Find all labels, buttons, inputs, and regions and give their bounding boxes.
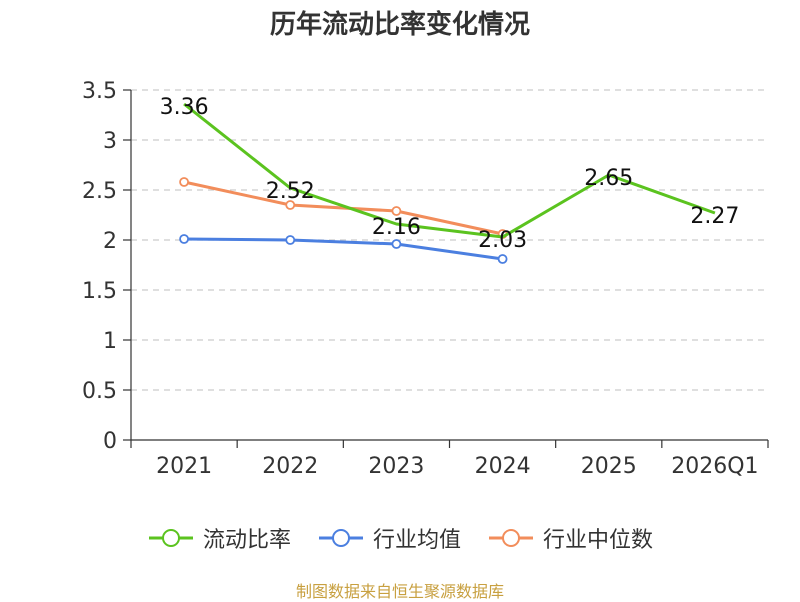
x-tick-label: 2023 <box>368 454 424 479</box>
data-point <box>497 254 508 264</box>
legend-label-industry-mean: 行业均值 <box>372 528 461 553</box>
y-tick-label: 2 <box>103 229 117 254</box>
legend-label-current-ratio: 流动比率 <box>202 528 291 553</box>
x-tick-label: 2025 <box>581 454 637 479</box>
gridlines <box>131 89 768 391</box>
data-point <box>391 239 402 249</box>
data-labels: 3.36 2.52 2.16 2.03 2.65 2.27 <box>160 95 740 253</box>
source-note: 制图数据来自恒生聚源数据库 <box>295 582 504 601</box>
legend-swatch-industry-mean-icon <box>318 529 363 547</box>
y-tick-label: 3 <box>103 129 117 154</box>
data-point <box>285 200 296 210</box>
series-layer <box>179 102 716 264</box>
y-tick-label: 3.5 <box>82 79 117 104</box>
y-tick-label: 2.5 <box>82 179 117 204</box>
data-point <box>285 235 296 245</box>
x-tick-label: 2022 <box>262 454 318 479</box>
series-line-2 <box>183 180 503 236</box>
data-label: 2.65 <box>584 166 633 191</box>
legend-item-current-ratio[interactable]: 流动比率 <box>147 522 291 554</box>
legend-item-industry-mean[interactable]: 行业均值 <box>317 522 461 554</box>
y-tick-label: 0.5 <box>82 379 117 404</box>
y-tick-label: 1 <box>103 329 117 354</box>
x-tick-label: 2021 <box>156 454 212 479</box>
data-label: 2.03 <box>478 228 527 253</box>
data-point <box>391 206 402 216</box>
y-tick-label: 1.5 <box>82 279 117 304</box>
legend-swatch-industry-median-icon <box>489 529 533 547</box>
data-label: 3.36 <box>160 95 209 120</box>
data-point <box>179 177 189 187</box>
series-line-0 <box>183 102 716 239</box>
y-tick-label: 0 <box>103 429 117 454</box>
axes: 0 0.5 1 1.5 2 2.5 3 3.5 2021 2022 2023 2024 2025 2026… <box>82 79 769 479</box>
data-label: 2.27 <box>690 204 739 229</box>
data-point <box>179 234 189 244</box>
x-tick-label: 2024 <box>475 454 531 479</box>
chart-title: 历年流动比率变化情况 <box>269 10 530 40</box>
legend-item-industry-median[interactable]: 行业中位数 <box>487 522 653 554</box>
x-tick-label: 2026Q1 <box>671 454 758 479</box>
legend: 流动比率 行业均值 行业中位数 <box>0 520 800 556</box>
data-label: 2.16 <box>372 215 421 240</box>
legend-swatch-current-ratio-icon <box>148 529 193 547</box>
series-line-1 <box>184 237 503 261</box>
chart-plot: 0 0.5 1 1.5 2 2.5 3 3.5 2021 2022 2023 2024 2025 2026… <box>82 79 769 479</box>
data-label: 2.52 <box>266 179 315 204</box>
legend-label-industry-median: 行业中位数 <box>543 528 654 553</box>
